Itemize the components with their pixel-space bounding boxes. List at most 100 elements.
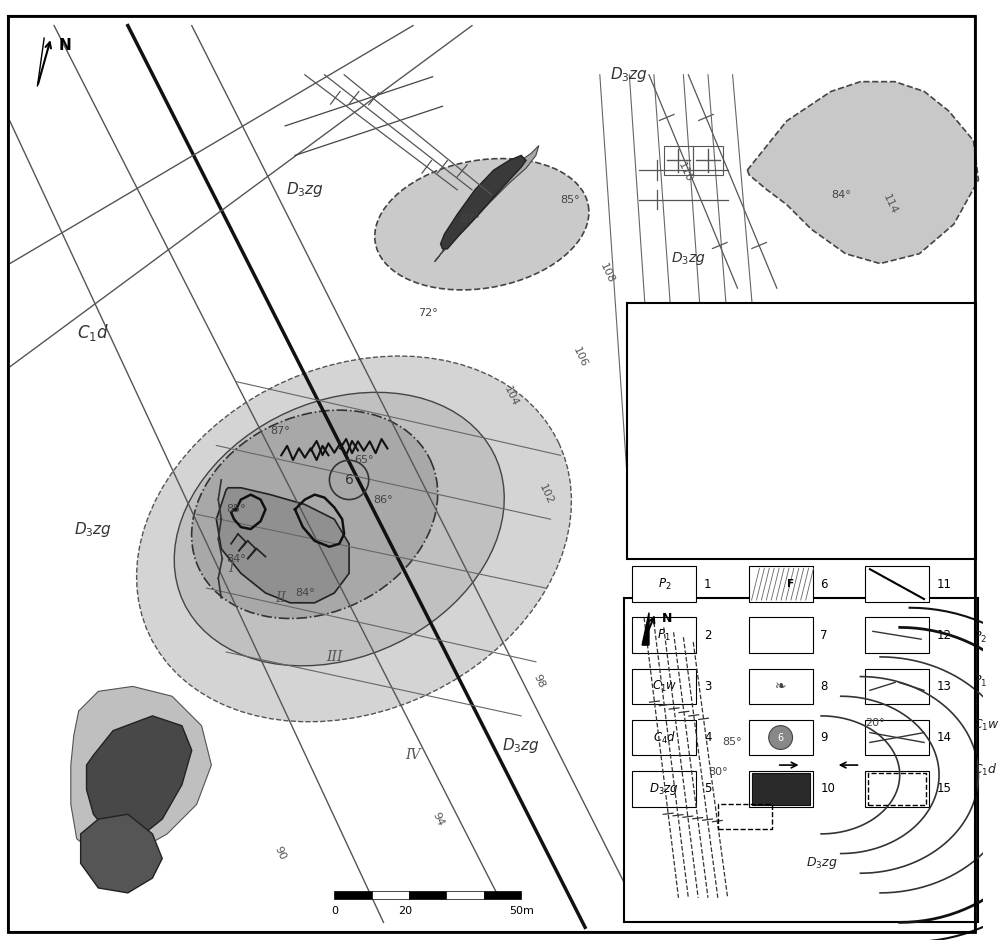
Bar (865, 668, 929, 704)
Text: $C_1w$: $C_1w$ (973, 719, 1000, 734)
Bar (334, 891, 372, 899)
Text: 85°: 85° (561, 194, 580, 205)
Polygon shape (216, 488, 349, 603)
Text: 13: 13 (937, 680, 952, 693)
Text: 6: 6 (345, 473, 354, 487)
Text: 7: 7 (820, 629, 828, 642)
Bar (865, 566, 929, 602)
Text: 20°: 20° (865, 718, 885, 728)
Text: 84°: 84° (226, 554, 246, 563)
Bar (868, 773, 926, 805)
Bar (749, 566, 813, 602)
Text: 90: 90 (273, 845, 288, 862)
Text: 65°: 65° (354, 455, 374, 465)
Text: $D_3zg$: $D_3zg$ (806, 855, 838, 871)
Text: 72°: 72° (418, 308, 438, 318)
Text: 86°: 86° (374, 495, 393, 504)
Text: ❧: ❧ (775, 680, 786, 693)
Text: 9: 9 (820, 731, 828, 744)
Bar (632, 617, 696, 653)
Text: 8: 8 (820, 680, 828, 693)
Bar (632, 566, 696, 602)
Text: 3: 3 (704, 680, 712, 693)
Text: 85°: 85° (226, 504, 246, 515)
Bar (446, 891, 484, 899)
Text: 20: 20 (398, 905, 412, 916)
Text: 94: 94 (430, 811, 445, 828)
Bar (749, 617, 813, 653)
Bar (752, 773, 810, 805)
Text: 14: 14 (937, 731, 952, 744)
Bar (865, 720, 929, 756)
Text: $C_4d$: $C_4d$ (653, 729, 676, 745)
Bar (372, 891, 409, 899)
Text: N: N (662, 612, 672, 626)
Bar (632, 771, 696, 807)
Text: $P_2$: $P_2$ (658, 576, 671, 592)
Text: 12: 12 (937, 629, 952, 642)
Text: II: II (275, 591, 286, 605)
Polygon shape (37, 37, 44, 86)
Text: $C_1w$: $C_1w$ (652, 679, 677, 694)
Text: N: N (59, 38, 72, 53)
Text: 108: 108 (598, 262, 616, 285)
Circle shape (769, 725, 793, 750)
Bar (627, 303, 976, 558)
Bar (664, 146, 693, 175)
Bar (632, 720, 696, 756)
Text: III: III (326, 650, 343, 664)
Text: 6: 6 (820, 577, 828, 591)
Text: 104: 104 (502, 385, 520, 408)
Text: 10: 10 (820, 782, 835, 795)
Polygon shape (747, 82, 978, 264)
Bar (749, 668, 813, 704)
Polygon shape (642, 612, 649, 645)
Text: $D_3zg$: $D_3zg$ (671, 250, 706, 267)
Text: 80°: 80° (708, 767, 728, 777)
Polygon shape (87, 716, 192, 839)
Text: 114: 114 (881, 192, 899, 216)
Polygon shape (81, 814, 162, 893)
Bar (865, 617, 929, 653)
Text: $D_3zg$: $D_3zg$ (649, 780, 679, 796)
Polygon shape (441, 155, 526, 248)
Polygon shape (435, 146, 539, 262)
Text: 102: 102 (537, 483, 555, 506)
Text: 50m: 50m (509, 905, 534, 916)
Text: 4: 4 (704, 731, 712, 744)
Text: $D_3zg$: $D_3zg$ (74, 520, 112, 538)
Polygon shape (192, 410, 438, 618)
Text: 2: 2 (704, 629, 712, 642)
Text: $P_1$: $P_1$ (657, 628, 671, 643)
Bar (409, 891, 446, 899)
Text: 5: 5 (704, 782, 712, 795)
Text: 98: 98 (531, 673, 546, 690)
Bar (749, 771, 813, 807)
Text: 87°: 87° (460, 214, 480, 225)
Text: 85°: 85° (723, 738, 742, 747)
Text: $D_3zg$: $D_3zg$ (502, 736, 540, 755)
Bar (749, 720, 813, 756)
Bar (624, 598, 978, 922)
Bar (718, 805, 772, 829)
Text: $P_1$: $P_1$ (973, 674, 988, 689)
Text: IV: IV (405, 748, 421, 762)
Text: F: F (787, 579, 794, 589)
Text: 11: 11 (937, 577, 952, 591)
Text: 1: 1 (704, 577, 712, 591)
Text: 84°: 84° (295, 588, 315, 598)
Polygon shape (71, 686, 211, 855)
Text: $C_1d$: $C_1d$ (77, 322, 109, 343)
Text: 15: 15 (937, 782, 952, 795)
Polygon shape (375, 158, 589, 290)
Text: 110: 110 (676, 160, 694, 184)
Polygon shape (174, 392, 504, 665)
Polygon shape (137, 356, 571, 721)
Text: $C_1d$: $C_1d$ (973, 762, 998, 778)
Text: I: I (228, 561, 234, 575)
Text: 106: 106 (571, 345, 589, 369)
Bar (632, 668, 696, 704)
Bar (693, 146, 723, 175)
Bar (484, 891, 521, 899)
Text: 87°: 87° (270, 426, 290, 436)
